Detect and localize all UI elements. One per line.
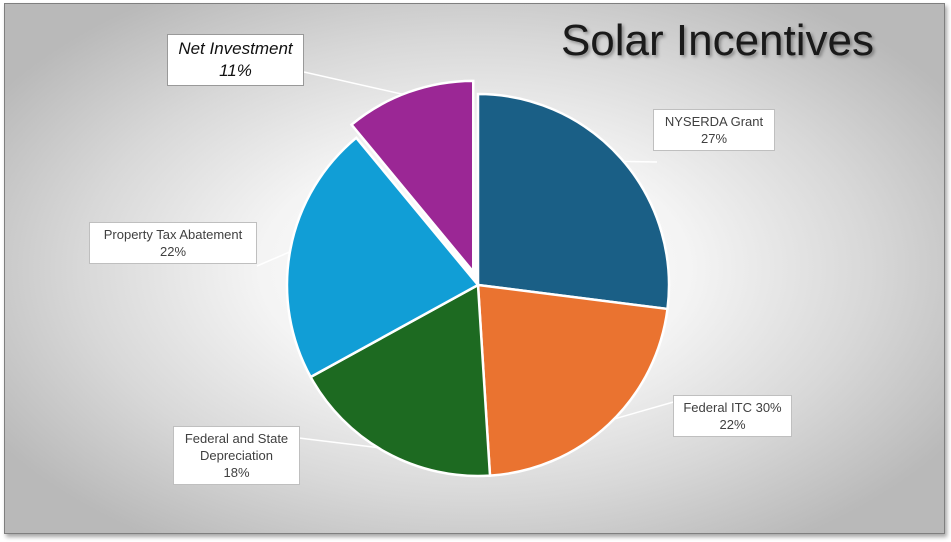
data-label-category: Property Tax Abatement [103, 227, 243, 242]
data-label-value: 18% [223, 465, 250, 480]
pie-slice-property-tax [285, 136, 480, 379]
data-label-category: Net Investment [178, 39, 293, 58]
data-label-category: Federal and State Depreciation [184, 431, 289, 463]
data-label-value: 22% [719, 417, 746, 432]
data-label-federal-itc: Federal ITC 30% 22% [673, 395, 792, 437]
data-label-value: 11% [219, 61, 252, 80]
chart-title: Solar Incentives [560, 16, 874, 65]
leader-line [605, 400, 678, 423]
chart-area: Solar Incentives NYSERDA Grant 27% Feder… [4, 3, 945, 534]
data-label-value: 27% [700, 131, 728, 146]
pie-slice-net-investment [349, 79, 475, 276]
pie-slice-depreciation [308, 282, 492, 478]
pie-slice-federal-itc [476, 283, 669, 477]
data-label-depreciation: Federal and State Depreciation 18% [173, 426, 300, 485]
data-label-nyserda-grant: NYSERDA Grant 27% [653, 109, 775, 151]
leader-line [298, 437, 389, 450]
data-label-property-tax: Property Tax Abatement 22% [89, 222, 257, 264]
data-label-value: 22% [159, 244, 187, 259]
leader-line [303, 71, 411, 97]
pie-chart [256, 71, 678, 478]
data-label-category: Federal ITC 30% [683, 400, 782, 415]
data-label-net-investment: Net Investment 11% [167, 34, 304, 86]
pie-slices [285, 79, 671, 478]
data-label-category: NYSERDA Grant [664, 114, 764, 129]
pie-slice-nyserda-grant [476, 92, 671, 311]
leader-line [256, 249, 295, 267]
